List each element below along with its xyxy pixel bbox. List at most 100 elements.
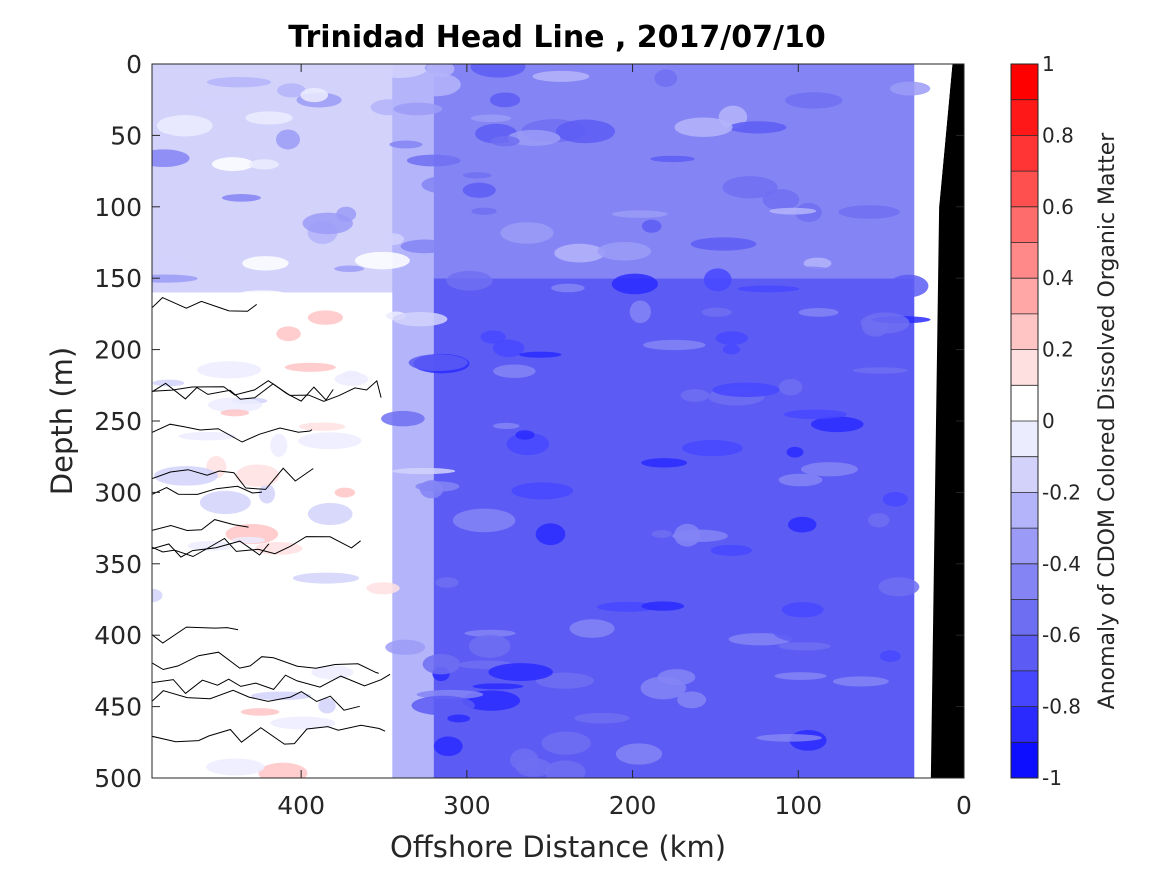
anomaly-patch bbox=[318, 697, 336, 714]
anomaly-patch bbox=[681, 440, 743, 457]
contour-line bbox=[152, 423, 313, 443]
anomaly-patch bbox=[787, 516, 817, 533]
anomaly-patch bbox=[611, 273, 659, 295]
anomaly-patch bbox=[890, 416, 912, 426]
anomaly-patch bbox=[544, 760, 586, 778]
anomaly-patch bbox=[178, 431, 236, 441]
contour-line bbox=[152, 379, 382, 402]
anomaly-patch bbox=[275, 129, 300, 150]
anomaly-patch bbox=[385, 639, 426, 655]
anomaly-patch bbox=[238, 290, 287, 299]
anomaly-patch bbox=[680, 389, 710, 402]
contour-line bbox=[152, 297, 257, 312]
anomaly-patch bbox=[801, 462, 858, 477]
y-tick-label: 0 bbox=[126, 50, 142, 79]
anomaly-patch bbox=[156, 115, 213, 137]
colorbar-segment bbox=[1011, 742, 1038, 778]
coastal-gap bbox=[939, 64, 953, 207]
anomaly-patch bbox=[349, 609, 390, 634]
colorbar-tick-label: 1 bbox=[1042, 52, 1055, 76]
anomaly-texture bbox=[152, 64, 931, 778]
anomaly-patch bbox=[535, 523, 566, 546]
anomaly-patch bbox=[519, 351, 562, 358]
y-tick-label: 100 bbox=[94, 193, 142, 222]
anomaly-patch bbox=[300, 88, 329, 103]
contour-line bbox=[152, 540, 270, 558]
anomaly-patch bbox=[500, 222, 554, 244]
anomaly-patch bbox=[307, 310, 344, 325]
anomaly-patch bbox=[307, 502, 353, 526]
anomaly-patch bbox=[415, 481, 460, 492]
anomaly-patch bbox=[270, 433, 288, 458]
anomaly-patch bbox=[393, 102, 443, 116]
anomaly-patch bbox=[490, 135, 520, 147]
anomaly-patch bbox=[464, 629, 516, 637]
anomaly-patch bbox=[778, 473, 823, 487]
anomaly-patch bbox=[555, 119, 616, 144]
anomaly-patch bbox=[152, 133, 176, 143]
anomaly-patch bbox=[298, 422, 346, 431]
anomaly-patch bbox=[154, 466, 218, 486]
anomaly-patch bbox=[462, 182, 496, 198]
contour-line bbox=[152, 724, 386, 745]
anomaly-patch bbox=[470, 114, 512, 123]
contour-line bbox=[152, 536, 361, 558]
anomaly-patch bbox=[258, 762, 308, 778]
contour-line bbox=[152, 626, 239, 644]
contour-line bbox=[152, 673, 391, 695]
anomaly-patch bbox=[507, 129, 561, 146]
anomaly-patch bbox=[381, 233, 405, 246]
anomaly-patch bbox=[641, 601, 685, 611]
anomaly-patch bbox=[472, 683, 524, 690]
anomaly-patch bbox=[654, 69, 678, 87]
anomaly-patch bbox=[598, 503, 664, 523]
y-tick-label: 350 bbox=[94, 550, 142, 579]
anomaly-patch bbox=[888, 274, 929, 298]
colorbar-segment bbox=[1011, 421, 1038, 457]
colorbar-tick-label: 0.8 bbox=[1042, 123, 1074, 147]
anomaly-patch bbox=[366, 582, 400, 595]
x-axis-label: Offshore Distance (km) bbox=[390, 830, 726, 864]
anomaly-patch bbox=[152, 509, 177, 525]
y-tick-label: 400 bbox=[94, 621, 142, 650]
colorbar-segment bbox=[1011, 492, 1038, 529]
anomaly-patch bbox=[421, 175, 475, 194]
anomaly-patch bbox=[462, 172, 492, 179]
anomaly-patch bbox=[828, 80, 871, 94]
y-axis: 0 50 100 150 200 250 300 350 400 450 500 bbox=[94, 50, 964, 793]
anomaly-patch bbox=[515, 430, 535, 440]
anomaly-patch bbox=[706, 87, 770, 104]
anomaly-patch bbox=[674, 523, 701, 547]
anomaly-patch bbox=[515, 757, 552, 777]
anomaly-patch bbox=[569, 619, 615, 638]
anomaly-patch bbox=[400, 239, 449, 254]
anomaly-patch bbox=[778, 642, 831, 651]
anomaly-patch bbox=[270, 342, 307, 364]
anomaly-patch bbox=[772, 619, 832, 643]
anomaly-patch bbox=[554, 243, 605, 263]
anomaly-patch bbox=[774, 672, 827, 680]
anomaly-patch bbox=[302, 212, 353, 235]
anomaly-patch bbox=[756, 734, 822, 742]
anomaly-patch bbox=[710, 544, 753, 556]
anomaly-patch bbox=[245, 111, 293, 125]
chart-title: Trinidad Head Line , 2017/07/10 bbox=[288, 20, 825, 55]
anomaly-patch bbox=[334, 265, 365, 272]
colorbar-segment bbox=[1011, 706, 1038, 743]
anomaly-patch bbox=[242, 256, 289, 271]
anomaly-patch bbox=[447, 714, 471, 723]
anomaly-patch bbox=[640, 676, 687, 700]
colorbar-segment bbox=[1011, 278, 1038, 314]
anomaly-patch bbox=[221, 194, 261, 202]
anomaly-patch bbox=[574, 712, 630, 724]
anomaly-patch bbox=[334, 487, 356, 498]
anomaly-patch bbox=[650, 155, 695, 163]
anomaly-patch bbox=[810, 416, 864, 433]
anomaly-patch bbox=[879, 650, 901, 662]
contour-line bbox=[152, 651, 379, 674]
anomaly-patch bbox=[470, 64, 526, 78]
x-tick-label: 0 bbox=[956, 791, 972, 820]
anomaly-patch bbox=[452, 508, 516, 533]
anomaly-patch bbox=[798, 307, 839, 317]
anomaly-patch bbox=[446, 270, 493, 291]
